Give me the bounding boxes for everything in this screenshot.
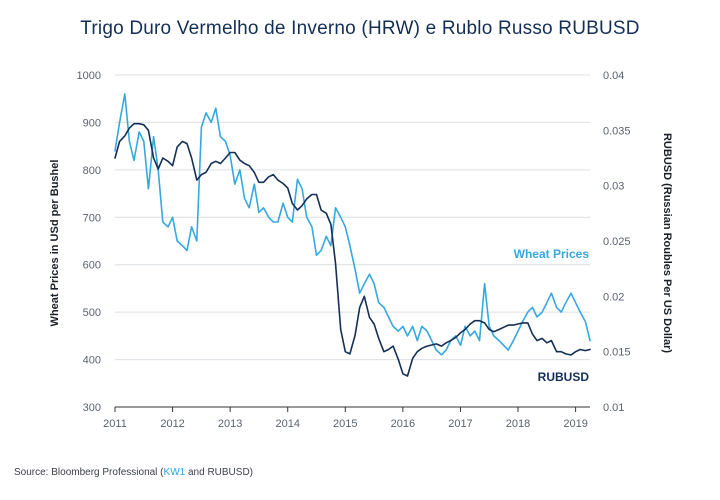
y-left-tick-label: 300	[83, 402, 101, 414]
source-kw1-link[interactable]: KW1	[163, 467, 186, 478]
right-axis-ticks: 0.04 0.035 0.03 0.025 0.02 0.015 0.01	[603, 70, 631, 414]
x-tick-label: 2012	[160, 418, 184, 430]
y-right-tick-label: 0.04	[603, 70, 624, 82]
x-tick-label: 2011	[103, 418, 127, 430]
x-tick-label: 2013	[218, 418, 242, 430]
x-tick-label: 2014	[275, 418, 299, 430]
y-left-tick-label: 700	[83, 212, 101, 224]
y-right-tick-label: 0.02	[603, 291, 624, 303]
y-right-tick-label: 0.035	[603, 125, 631, 137]
source-prefix: Source: Bloomberg Professional (	[14, 467, 164, 478]
y-axis-left-title: Wheat Prices in USd per Bushel	[49, 160, 61, 327]
x-tick-label: 2018	[506, 418, 530, 430]
chart-title: Trigo Duro Vermelho de Inverno (HRW) e R…	[80, 18, 640, 39]
y-right-tick-label: 0.03	[603, 181, 624, 193]
x-tick-label: 2016	[391, 418, 415, 430]
rubusd-line	[114, 122, 591, 377]
y-left-tick-label: 600	[83, 260, 101, 272]
y-left-tick-label: 1000	[77, 70, 101, 82]
source-suffix: and RUBUSD)	[185, 467, 254, 478]
y-left-tick-label: 400	[83, 355, 101, 367]
y-left-tick-label: 900	[83, 117, 101, 129]
wheat-series-label: Wheat Prices	[514, 247, 590, 261]
y-right-tick-label: 0.025	[603, 236, 631, 248]
gridlines	[115, 74, 590, 361]
x-tick-label: 2017	[448, 418, 472, 430]
x-tick-label: 2019	[563, 418, 587, 430]
series-lines	[114, 93, 591, 377]
y-left-tick-label: 500	[83, 307, 101, 319]
x-axis-ticks: 2011 2012 2013 2014 2015 2016 2017 2018 2019	[103, 407, 588, 430]
y-axis-right-title: RUBUSD (Russian Roubles Per US Dollar)	[661, 133, 673, 353]
y-right-tick-label: 0.01	[603, 402, 624, 414]
wheat-prices-line	[114, 93, 591, 356]
y-left-tick-label: 800	[83, 165, 101, 177]
rubusd-series-label: RUBUSD	[538, 370, 590, 384]
left-axis-ticks: 1000 900 800 700 600 500 400 300	[77, 70, 101, 414]
y-right-tick-label: 0.015	[603, 347, 631, 359]
source-note: Source: Bloomberg Professional (KW1 and …	[14, 467, 253, 478]
x-tick-label: 2015	[333, 418, 357, 430]
